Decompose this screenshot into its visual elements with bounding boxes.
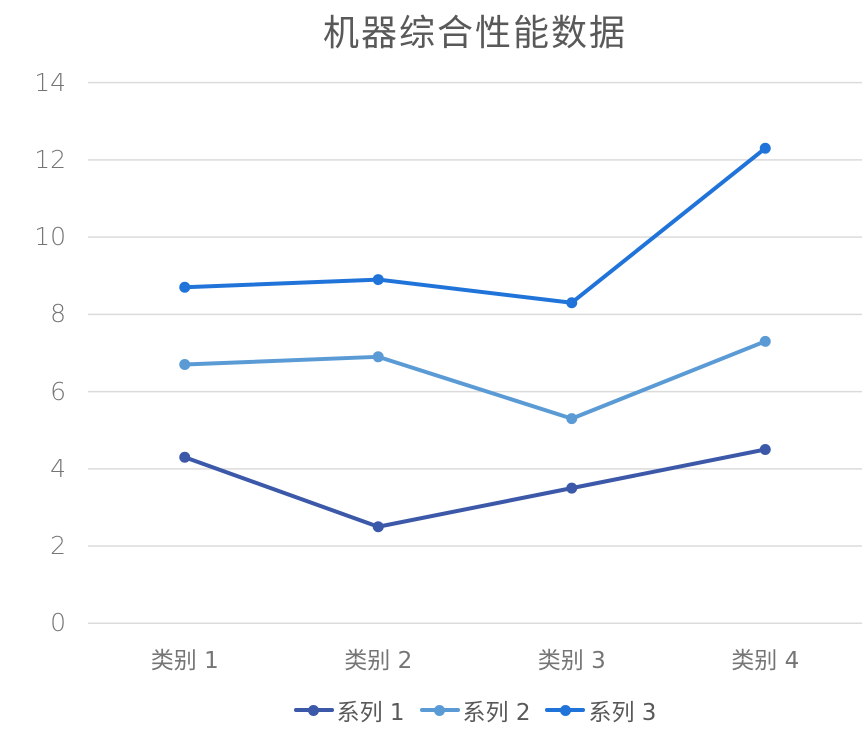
legend: 系列 1 系列 2 系列 3 — [88, 693, 862, 727]
y-axis-tick-label: 0 — [50, 608, 66, 638]
data-point-marker-s3-c3 — [566, 297, 578, 309]
data-point-marker-s3-c4 — [759, 142, 771, 154]
data-point-marker-s1-c3 — [566, 482, 578, 494]
data-point-marker-s1-c1 — [179, 451, 191, 463]
x-axis-label: 类别 1 — [150, 648, 219, 674]
data-point-marker-s2-c1 — [179, 359, 191, 371]
x-axis-label: 类别 3 — [537, 648, 606, 674]
legend-item-label: 系列 2 — [462, 700, 531, 726]
y-axis-tick-label: 4 — [50, 453, 66, 483]
x-axis-label: 类别 4 — [731, 648, 800, 674]
data-point-marker-s2-c4 — [759, 335, 771, 347]
legend-item: 系列 3 — [545, 693, 656, 727]
legend-item-label: 系列 1 — [336, 700, 405, 726]
y-axis-tick-label: 8 — [50, 299, 66, 329]
legend-item-label: 系列 3 — [588, 700, 657, 726]
data-point-marker-s3-c1 — [179, 281, 191, 293]
legend-item: 系列 1 — [293, 693, 405, 727]
y-axis-tick-label: 14 — [34, 67, 66, 97]
y-axis-tick-label: 10 — [34, 221, 66, 251]
y-axis-tick-label: 12 — [34, 144, 66, 174]
data-point-marker-s1-c4 — [759, 444, 771, 456]
y-axis-tick-label: 2 — [50, 530, 66, 560]
series-line-3 — [182, 146, 768, 305]
data-point-marker-s2-c3 — [566, 413, 578, 425]
legend-line-marker-icon — [293, 704, 334, 716]
chart-title: 机器综合性能数据 — [322, 13, 627, 54]
legend-dot — [434, 704, 446, 716]
legend-dot — [308, 704, 320, 716]
legend-item: 系列 2 — [419, 693, 531, 727]
data-point-marker-s3-c2 — [372, 274, 384, 286]
x-axis-label: 类别 2 — [344, 648, 413, 674]
data-point-marker-s1-c2 — [372, 521, 384, 533]
legend-line-marker-icon — [419, 704, 460, 716]
legend-dot — [559, 704, 571, 716]
y-axis-tick-label: 6 — [50, 376, 66, 406]
data-point-marker-s2-c2 — [372, 351, 384, 363]
legend-line-marker-icon — [545, 704, 586, 716]
series-line-2 — [182, 339, 768, 421]
series-line-1 — [182, 447, 768, 529]
